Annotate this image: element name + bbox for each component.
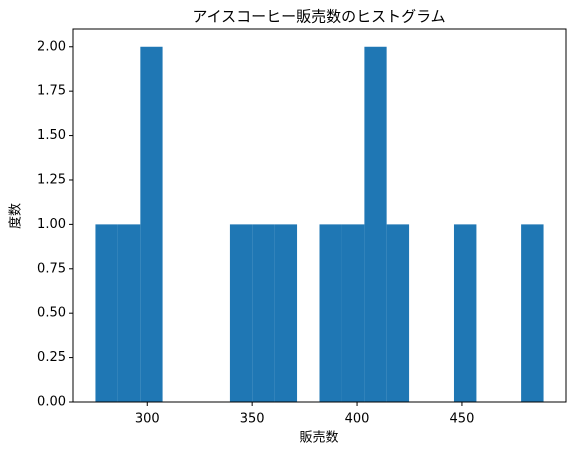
x-tick-label: 350 [240,412,265,427]
bar [252,224,275,402]
bar [140,46,163,403]
bar [521,224,544,402]
bar [319,224,342,402]
y-tick-label: 0.50 [37,306,66,321]
bar [453,224,477,402]
y-tick-label: 2.00 [37,39,66,54]
y-tick-label: 1.00 [37,217,66,232]
y-tick-label: 1.50 [37,128,66,143]
x-axis-label: 販売数 [299,430,338,446]
x-tick-label: 300 [135,412,160,427]
y-axis-label: 度数 [8,203,24,229]
bar [229,224,253,402]
y-tick-label: 0.25 [37,350,66,365]
x-tick-label: 450 [450,412,475,427]
y-tick-label: 1.75 [37,84,66,99]
chart-title: アイスコーヒー販売数のヒストグラム [192,8,445,26]
bar [274,224,298,402]
plot-frame [72,28,567,403]
bar [364,46,387,403]
x-tick-label: 400 [345,412,370,427]
bar [341,224,365,402]
bar [117,224,141,402]
y-tick-label: 0.00 [37,395,66,410]
y-tick-label: 1.25 [37,172,66,187]
bar [95,224,118,402]
y-tick-label: 0.75 [37,261,66,276]
bar [386,224,410,402]
